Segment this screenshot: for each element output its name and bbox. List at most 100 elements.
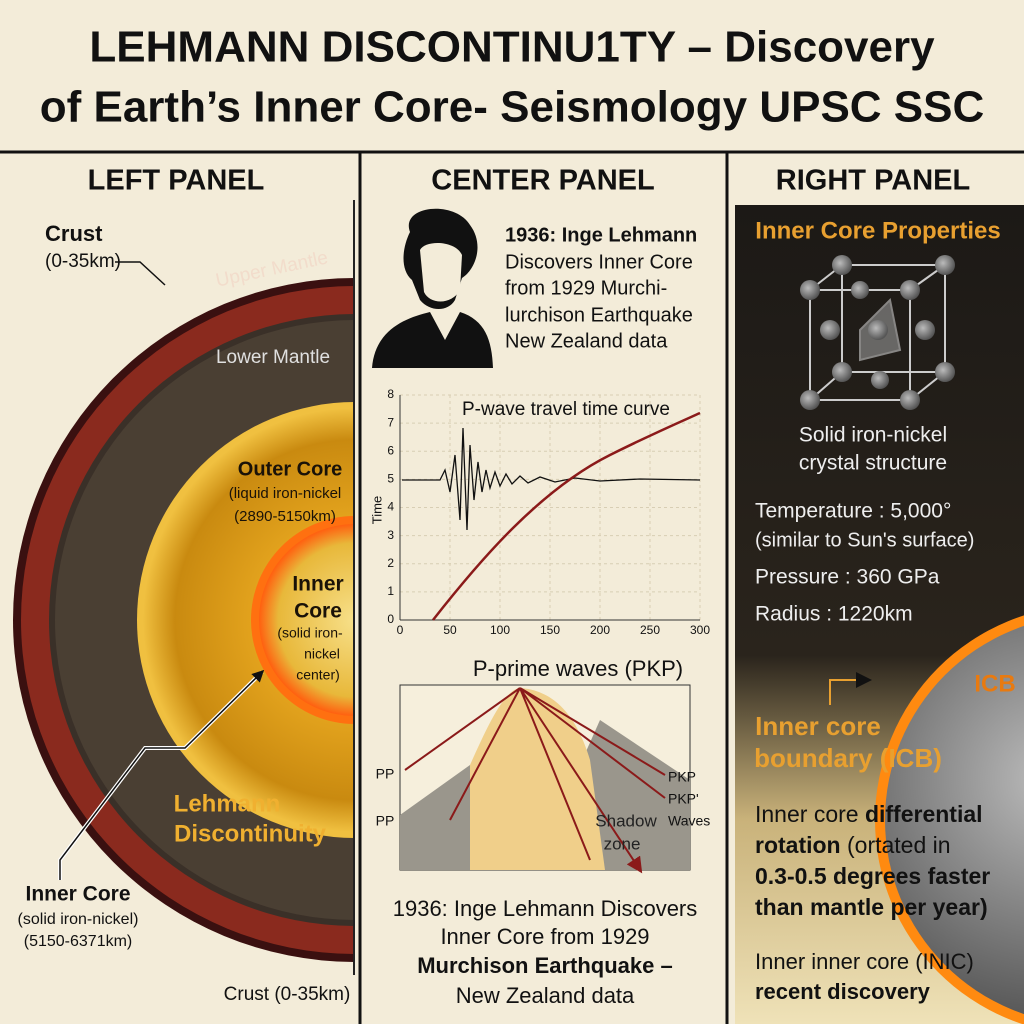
label: Waves (668, 813, 710, 829)
label: Temperature : 5,000° (755, 500, 951, 523)
travel-time-chart-part (432, 411, 701, 621)
crystal-part-part (800, 280, 820, 300)
crystal-part-part (900, 280, 920, 300)
label: Discovers Inner Core (505, 251, 693, 273)
label: rotation (755, 832, 841, 858)
crystal-part-part (871, 371, 889, 389)
crystal-part-part (900, 390, 920, 410)
y-tick-label: 2 (387, 556, 394, 570)
label: (solid iron-nickel) (18, 911, 139, 928)
crystal-part-part (868, 320, 888, 340)
label: (0-35km) (45, 251, 121, 272)
pkp-diagram-part (404, 687, 666, 870)
label: Core (294, 600, 342, 623)
label: (liquid iron-nickel (229, 485, 342, 502)
label: nickel (304, 646, 340, 662)
label: LEFT PANEL (88, 165, 265, 197)
earth-layers-part (143, 408, 354, 832)
label: Lehmann (174, 790, 281, 817)
label: crystal structure (799, 452, 947, 475)
x-tick-label: 250 (640, 623, 660, 637)
label: New Zealand data (505, 330, 668, 352)
crystal-part-part (935, 255, 955, 275)
label: of Earth’s Inner Core- Seismology UPSC S… (40, 83, 985, 132)
label: (2890-5150km) (234, 508, 336, 525)
y-tick-label: 8 (387, 387, 394, 401)
icb-sphere (875, 615, 1024, 1024)
right-panel-part: rotation (ortated in (755, 832, 951, 858)
label: PKP (668, 769, 696, 785)
pkp-diagram-part (400, 765, 470, 870)
y-tick-label: 3 (387, 528, 394, 542)
label: (solid iron- (277, 625, 343, 641)
x-tick-label: 150 (540, 623, 560, 637)
x-tick-label: 0 (397, 623, 404, 637)
label: Discontinuity (174, 820, 327, 847)
label: P-prime waves (PKP) (473, 656, 683, 681)
x-tick-label: 50 (443, 623, 457, 637)
label: zone (604, 834, 641, 853)
label: PP (376, 813, 395, 829)
y-tick-label: 5 (387, 472, 394, 486)
label: lurchison Earthquake (505, 304, 693, 326)
label: recent discovery (755, 979, 931, 1004)
y-tick-label: 7 (387, 415, 394, 429)
portrait (372, 208, 493, 368)
label: Inner Core Properties (755, 217, 1000, 244)
left-panel-part (115, 261, 166, 286)
label: P-wave travel time curve (462, 399, 670, 420)
crystal-part-part (935, 362, 955, 382)
right-panel-part: Inner core differential (755, 801, 983, 827)
label: than mantle per year) (755, 894, 988, 920)
label: Outer Core (238, 458, 342, 480)
center-panel: CENTER PANEL 1936: Inge Lehmann Discover… (369, 165, 710, 1008)
y-tick-label: 6 (387, 443, 394, 457)
label: Crust (0-35km) (224, 984, 351, 1005)
label: Inner Core (25, 883, 130, 906)
label: Crust (45, 221, 103, 246)
label: boundary (ICB) (754, 743, 942, 773)
label: 1936: Inge Lehmann (505, 224, 697, 246)
label: differential (865, 801, 983, 827)
label: Lower Mantle (216, 347, 330, 368)
label: Time (369, 496, 384, 524)
label: RIGHT PANEL (776, 165, 970, 197)
crystal-part (800, 255, 955, 410)
label: (similar to Sun's surface) (755, 529, 974, 551)
left-panel: LEFT PANEL Crust (0-35km) Upper Mantle L… (13, 165, 355, 1005)
label: Pressure : 360 GPa (755, 566, 940, 589)
right-panel: RIGHT PANEL Inner Core Properties Solid … (735, 165, 1024, 1024)
label: (5150-6371km) (24, 933, 133, 950)
label: (ortated in (841, 832, 951, 858)
label: Inner Core from 1929 (440, 924, 649, 949)
crystal-part-part (832, 255, 852, 275)
right-panel-part (829, 672, 872, 705)
label: from 1929 Murchi- (505, 277, 667, 299)
label: PKP' (668, 791, 699, 807)
label: PP (376, 766, 395, 782)
travel-time-chart-part (402, 427, 701, 531)
label: 0.3-0.5 degrees faster (755, 863, 990, 889)
x-tick-label: 100 (490, 623, 510, 637)
crystal-part-part (800, 390, 820, 410)
label: Inner core (755, 711, 881, 741)
y-tick-label: 0 (387, 612, 394, 626)
portrait-part (372, 312, 493, 368)
label: Radius : 1220km (755, 603, 913, 626)
travel-time-chart: P-wave travel time curve Time 0 50 100 150 2… (369, 387, 710, 637)
pkp-diagram: P-prime waves (PKP) bending PP PP PKP PK… (376, 656, 710, 870)
label: Inner core (755, 801, 865, 827)
label: 1936: Inge Lehmann Discovers (393, 896, 698, 921)
label: ICB (974, 670, 1015, 697)
crystal-part-part (820, 320, 840, 340)
crystal (800, 255, 955, 410)
icb-sphere-part (885, 625, 1024, 1015)
label: LEHMANN DISCONTINU1TY – Discovery (89, 23, 935, 72)
left-panel-part (59, 669, 265, 880)
pkp-diagram-part (600, 720, 690, 870)
x-tick-label: 200 (590, 623, 610, 637)
crystal-part-part (851, 281, 869, 299)
label: Inner inner core (INIC) (755, 949, 974, 974)
label: Inner (292, 573, 343, 596)
y-tick-label: 4 (387, 500, 394, 514)
